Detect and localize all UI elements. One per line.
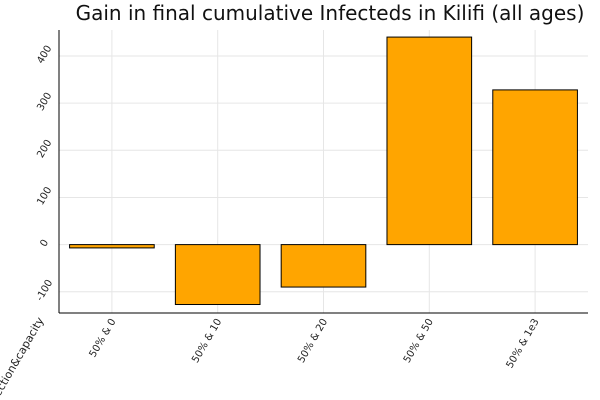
y-tick-label: 200 — [35, 138, 54, 160]
y-tick-label: 0 — [38, 238, 51, 249]
bar — [492, 89, 578, 246]
y-tick-label: 300 — [35, 91, 54, 113]
x-tick-label: 50% & 50 — [402, 317, 436, 365]
y-tick-label: 100 — [35, 185, 54, 207]
x-tick-label: 50% & 1e3 — [505, 317, 542, 370]
x-tick-label: 50% & 10 — [190, 317, 224, 365]
bar — [69, 244, 155, 249]
y-tick-label: -100 — [34, 278, 55, 303]
axes — [58, 30, 588, 314]
x-tick-label: 50% & 20 — [296, 317, 330, 365]
x-tick-label: 50% & 0 — [88, 317, 119, 360]
bar — [174, 244, 261, 306]
bar — [386, 36, 473, 246]
chart-title: Gain in final cumulative Infecteds in Ki… — [76, 1, 585, 25]
y-tick-label: 400 — [35, 44, 54, 66]
y-tick-labels: -100 0 100 200 300 400 — [34, 44, 55, 303]
x-axis-label: detection&capacity — [0, 315, 47, 400]
bar — [280, 244, 367, 288]
bars — [69, 36, 578, 306]
x-tick-labels: 50% & 0 50% & 10 50% & 20 50% & 50 50% & 1e3 — [88, 317, 542, 370]
